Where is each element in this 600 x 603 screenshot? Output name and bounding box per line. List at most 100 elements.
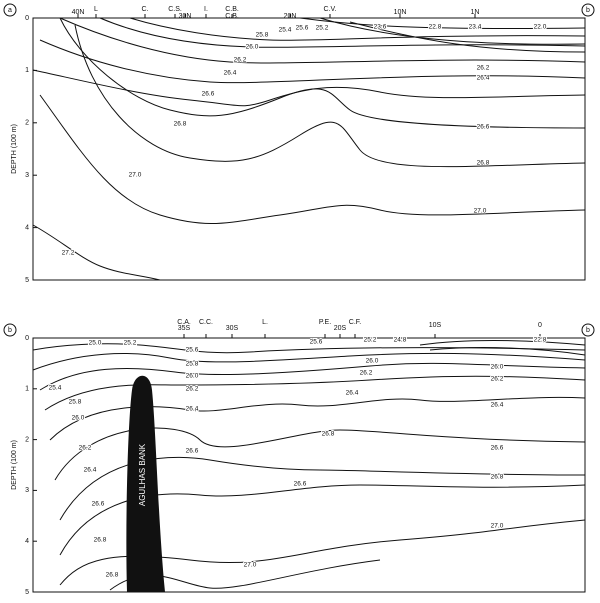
station-label: 20S (334, 325, 347, 332)
station-label: 10S (429, 322, 442, 329)
contour-label: 26.0 (491, 364, 504, 371)
contour-label: 22.0 (534, 24, 547, 31)
axis-label: DEPTH (100 m) (11, 440, 18, 490)
contour-label: 26.0 (186, 373, 199, 380)
contour-label: 26.6 (491, 445, 504, 452)
corner-marker (3, 3, 17, 17)
contour-label: 26.4 (346, 390, 359, 397)
station-label: C.B. (225, 6, 239, 13)
station-label: C.A. (177, 319, 191, 326)
depth-tick-label: 1 (25, 67, 29, 74)
station-label: C. (142, 6, 149, 13)
contour-label: 26.8 (106, 572, 119, 579)
contour-label: 25.6 (310, 339, 323, 346)
contour-label: 26.2 (234, 57, 247, 64)
contour-label: 26.8 (491, 474, 504, 481)
contour-label: 26.4 (186, 406, 199, 413)
contour-label: 26.2 (79, 445, 92, 452)
depth-tick-label: 1 (25, 386, 29, 393)
contour-label: 27.0 (244, 562, 257, 569)
station-label: 10N (394, 9, 407, 16)
depth-tick-label: 5 (25, 277, 29, 284)
contour-label: 26.6 (477, 124, 490, 131)
contour-label: 26.8 (322, 431, 335, 438)
depth-tick-label: 2 (25, 120, 29, 127)
station-label: C.S. (168, 6, 182, 13)
contour-label: 27.0 (474, 208, 487, 215)
corner-label: b (8, 327, 12, 334)
station-label: 30N (179, 13, 192, 20)
corner-label: b (586, 327, 590, 334)
station-label: 35S (178, 325, 191, 332)
contour-label: 25.2 (124, 340, 137, 347)
contour-label: 23.6 (374, 24, 387, 31)
station-label: C.C. (199, 319, 213, 326)
contour-label: 25.8 (256, 32, 269, 39)
contour-label: 24.8 (394, 337, 407, 344)
station-label: I. (204, 6, 208, 13)
contour-label: 27.2 (62, 250, 75, 257)
contour-label: 23.4 (469, 24, 482, 31)
contour-label: 25.4 (49, 385, 62, 392)
corner-marker (581, 323, 595, 337)
contour-label: 26.4 (84, 467, 97, 474)
axis-label: DEPTH (100 m) (11, 124, 18, 174)
contour-label: 26.8 (174, 121, 187, 128)
contour-label: 25.2 (316, 25, 329, 32)
contour-label: 26.6 (294, 481, 307, 488)
contour-label: 25.6 (296, 25, 309, 32)
corner-label: a (8, 7, 12, 14)
corner-marker (3, 323, 17, 337)
contour-label: 26.4 (224, 70, 237, 77)
contour-label: 26.0 (246, 44, 259, 51)
contour-label: 25.2 (364, 337, 377, 344)
contour-label: 26.0 (366, 358, 379, 365)
station-label: 0 (538, 322, 542, 329)
contour-label: 26.8 (94, 537, 107, 544)
depth-tick-label: 3 (25, 487, 29, 494)
contour-label: 26.2 (491, 376, 504, 383)
contour-label: 26.6 (202, 91, 215, 98)
contour-label: 22.8 (534, 337, 547, 344)
station-label: 1N (471, 9, 480, 16)
depth-tick-label: 3 (25, 172, 29, 179)
contour-label: 26.2 (186, 386, 199, 393)
depth-tick-label: 0 (25, 15, 29, 22)
contour-label: 26.2 (360, 370, 373, 377)
station-label: 30S (226, 325, 239, 332)
contour-label: 26.4 (491, 402, 504, 409)
contour-label: 26.6 (186, 448, 199, 455)
panel-frame (32, 337, 586, 593)
station-label: 40N (72, 9, 85, 16)
depth-tick-label: 2 (25, 436, 29, 443)
agulhas-bank (126, 375, 165, 592)
contour-label: 22.8 (429, 24, 442, 31)
depth-tick-label: 0 (25, 335, 29, 342)
depth-tick-label: 4 (25, 538, 29, 545)
contour-label: 27.0 (129, 172, 142, 179)
station-label: 20N (284, 13, 297, 20)
contour-label: 26.0 (72, 415, 85, 422)
station-label: L (94, 6, 98, 13)
depth-tick-label: 5 (25, 589, 29, 596)
station-label: C.F. (349, 319, 362, 326)
contour-label: 25.6 (186, 347, 199, 354)
contour-label: 26.4 (477, 75, 490, 82)
corner-marker (581, 3, 595, 17)
station-label: C.V. (324, 6, 337, 13)
contours-top (32, 17, 586, 281)
corner-label: b (586, 7, 590, 14)
station-label: C.B. (225, 13, 239, 20)
contour-label: 26.8 (477, 160, 490, 167)
contour-label: 25.0 (89, 340, 102, 347)
feature-label: AGULHAS BANK (138, 443, 147, 506)
panel-frame (32, 17, 586, 281)
contour-label: 27.0 (491, 523, 504, 530)
contour-label: 26.2 (477, 65, 490, 72)
contour-label: 26.6 (92, 501, 105, 508)
contour-label: 25.8 (69, 399, 82, 406)
contour-label: 25.8 (186, 361, 199, 368)
contour-label: 25.4 (279, 27, 292, 34)
station-label: P.E. (319, 319, 331, 326)
